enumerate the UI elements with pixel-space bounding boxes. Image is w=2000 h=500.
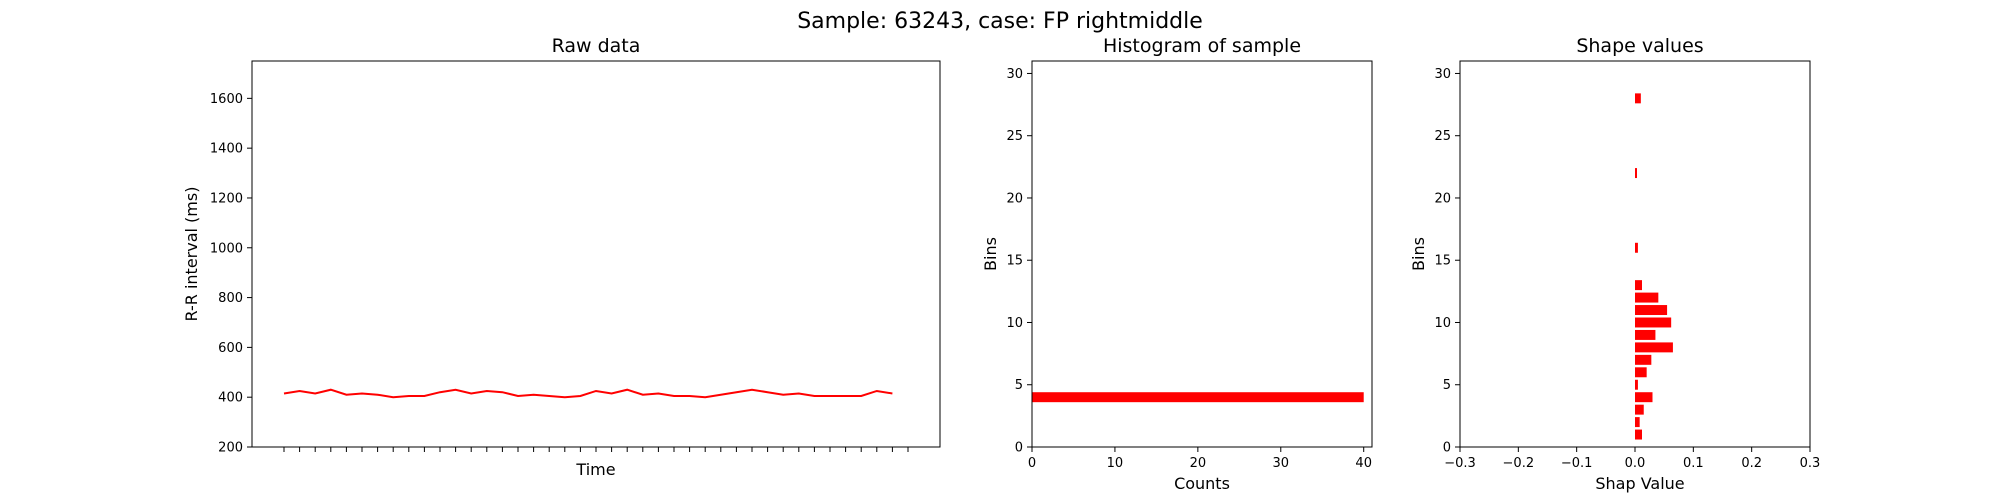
shape-values-xtick-label: −0.1 bbox=[1561, 456, 1593, 471]
shape-values-bar bbox=[1635, 305, 1668, 316]
shape-values-bar bbox=[1635, 317, 1672, 328]
shape-values-ytick-label: 10 bbox=[1434, 316, 1451, 331]
raw-data-line bbox=[283, 388, 893, 399]
histogram-ytick-label: 5 bbox=[1015, 378, 1023, 393]
shape-values-xtick-label: 0.1 bbox=[1683, 456, 1704, 471]
histogram-title: Histogram of sample bbox=[1103, 35, 1301, 57]
shape-values-bar bbox=[1635, 280, 1642, 291]
shape-values-ytick-label: 15 bbox=[1434, 254, 1451, 269]
raw-data-ytick-label: 1200 bbox=[210, 191, 243, 206]
figure-suptitle: Sample: 63243, case: FP rightmiddle bbox=[797, 9, 1203, 34]
shape-values-bar bbox=[1635, 242, 1638, 253]
shape-values-ytick-label: 20 bbox=[1434, 191, 1451, 206]
shape-values-bar bbox=[1635, 329, 1656, 340]
raw-data-plot-area: 200 400 600 800 1000 1200 1400 1600 bbox=[210, 92, 909, 456]
histogram-bar bbox=[1032, 392, 1364, 403]
shape-values-xtick-label: 0.2 bbox=[1741, 456, 1762, 471]
shape-values-bar bbox=[1635, 342, 1673, 353]
histogram-xtick-label: 0 bbox=[1028, 456, 1036, 471]
shape-values-ytick-label: 5 bbox=[1443, 378, 1451, 393]
raw-data-ytick-label: 1000 bbox=[210, 241, 243, 256]
shape-values-xtick-label: −0.3 bbox=[1444, 456, 1476, 471]
shape-values-bar bbox=[1635, 429, 1642, 440]
histogram-xtick-label: 10 bbox=[1107, 456, 1124, 471]
raw-data-title: Raw data bbox=[552, 35, 641, 57]
shape-values-bar bbox=[1635, 367, 1647, 378]
shape-values-axes-frame bbox=[1459, 60, 1811, 448]
histogram-plot-area: 0 5 10 15 20 25 30 0 10 20 30 40 bbox=[1006, 67, 1372, 471]
raw-data-ytick-label: 1600 bbox=[210, 92, 243, 107]
histogram-xtick-label: 30 bbox=[1273, 456, 1290, 471]
histogram-ylabel: Bins bbox=[981, 237, 1000, 271]
raw-data-ytick-label: 200 bbox=[218, 441, 243, 456]
histogram-ytick-label: 0 bbox=[1015, 441, 1023, 456]
shape-values-xtick-label: −0.2 bbox=[1503, 456, 1535, 471]
raw-data-ytick-label: 800 bbox=[218, 291, 243, 306]
shape-values-panel: Shape values 0 5 10 15 20 25 30 −0.3 −0.2 −0.1 0.0… bbox=[1409, 35, 1820, 493]
shape-values-bar bbox=[1635, 93, 1641, 104]
shape-values-ylabel: Bins bbox=[1409, 237, 1428, 271]
raw-data-ylabel: R-R interval (ms) bbox=[182, 187, 201, 322]
shape-values-ytick-label: 30 bbox=[1434, 67, 1451, 82]
histogram-ytick-label: 25 bbox=[1006, 129, 1023, 144]
shape-values-bar bbox=[1635, 168, 1637, 179]
histogram-ytick-label: 20 bbox=[1006, 191, 1023, 206]
histogram-axes-frame bbox=[1031, 60, 1373, 448]
shape-values-plot-area: 0 5 10 15 20 25 30 −0.3 −0.2 −0.1 0.0 0.1 0.2 0.3 bbox=[1434, 67, 1820, 471]
shape-values-bar bbox=[1635, 417, 1640, 428]
shape-values-bar bbox=[1635, 392, 1653, 403]
raw-data-ytick-label: 1400 bbox=[210, 142, 243, 157]
shape-values-xtick-label: 0.0 bbox=[1625, 456, 1646, 471]
histogram-xtick-label: 20 bbox=[1190, 456, 1207, 471]
raw-data-panel: Raw data 200 400 600 800 1000 1200 1400 1600 Ti… bbox=[182, 35, 941, 479]
histogram-ytick-label: 30 bbox=[1006, 67, 1023, 82]
shape-values-bar bbox=[1635, 404, 1644, 415]
histogram-ytick-label: 10 bbox=[1006, 316, 1023, 331]
histogram-ytick-label: 15 bbox=[1006, 254, 1023, 269]
raw-data-xlabel: Time bbox=[575, 460, 615, 479]
shape-values-bar bbox=[1635, 379, 1638, 390]
shape-values-title: Shape values bbox=[1576, 35, 1703, 57]
shape-values-bar bbox=[1635, 354, 1652, 365]
histogram-panel: Histogram of sample 0 5 10 15 20 25 30 0 10 20 30 4… bbox=[981, 35, 1373, 493]
raw-data-axes-frame bbox=[251, 60, 941, 448]
shape-values-bar bbox=[1635, 292, 1659, 303]
shape-values-ytick-label: 25 bbox=[1434, 129, 1451, 144]
histogram-xlabel: Counts bbox=[1174, 474, 1230, 493]
shape-values-ytick-label: 0 bbox=[1443, 441, 1451, 456]
shape-values-xtick-label: 0.3 bbox=[1800, 456, 1821, 471]
histogram-xtick-label: 40 bbox=[1355, 456, 1372, 471]
raw-data-ytick-label: 600 bbox=[218, 341, 243, 356]
raw-data-ytick-label: 400 bbox=[218, 391, 243, 406]
shape-values-xlabel: Shap Value bbox=[1595, 474, 1684, 493]
